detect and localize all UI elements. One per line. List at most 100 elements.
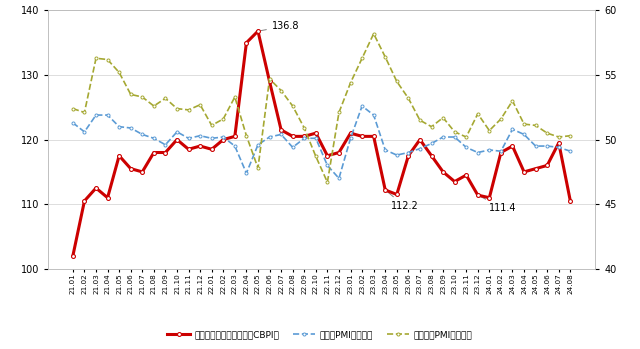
- Line: 中国大宗商品价格指数（CBPI）: 中国大宗商品价格指数（CBPI）: [71, 29, 572, 258]
- 中国大宗商品价格指数（CBPI）: [277, 128, 285, 132]
- 中国大宗商品价格指数（CBPI）: [347, 131, 355, 135]
- 制造业PMI（右轴）: [220, 135, 227, 139]
- 中国大宗商品价格指数（CBPI）: [243, 40, 250, 45]
- 制造业PMI（右轴）: [300, 136, 308, 140]
- 制造业PMI（右轴）: [312, 136, 319, 140]
- 中国大宗商品价格指数（CBPI）: [104, 195, 111, 200]
- 中国大宗商品价格指数（CBPI）: [127, 166, 134, 171]
- 制造业PMI（右轴）: [520, 132, 528, 136]
- 制造业PMI（右轴）: [196, 134, 204, 138]
- 制造业PMI（右轴）: [335, 176, 343, 180]
- 中国大宗商品价格指数（CBPI）: [462, 173, 470, 177]
- Line: 制造业PMI（右轴）: 制造业PMI（右轴）: [71, 104, 572, 180]
- 非制造业PMI（右轴）: [196, 103, 204, 107]
- 中国大宗商品价格指数（CBPI）: [324, 154, 332, 158]
- 中国大宗商品价格指数（CBPI）: [486, 195, 493, 200]
- 制造业PMI（右轴）: [231, 144, 239, 148]
- 非制造业PMI（右轴）: [381, 55, 389, 59]
- 非制造业PMI（右轴）: [81, 110, 88, 114]
- 非制造业PMI（右轴）: [208, 123, 216, 127]
- 中国大宗商品价格指数（CBPI）: [115, 154, 123, 158]
- 制造业PMI（右轴）: [451, 135, 458, 139]
- 制造业PMI（右轴）: [161, 143, 169, 147]
- 中国大宗商品价格指数（CBPI）: [81, 199, 88, 203]
- 中国大宗商品价格指数（CBPI）: [150, 150, 157, 155]
- 中国大宗商品价格指数（CBPI）: [404, 154, 412, 158]
- 非制造业PMI（右轴）: [416, 118, 424, 122]
- 制造业PMI（右轴）: [497, 149, 505, 153]
- 中国大宗商品价格指数（CBPI）: [92, 186, 100, 190]
- 非制造业PMI（右轴）: [243, 134, 250, 138]
- 制造业PMI（右轴）: [509, 127, 516, 131]
- 中国大宗商品价格指数（CBPI）: [289, 134, 296, 139]
- 制造业PMI（右轴）: [486, 148, 493, 152]
- 制造业PMI（右轴）: [277, 132, 285, 136]
- 制造业PMI（右轴）: [358, 104, 366, 108]
- 中国大宗商品价格指数（CBPI）: [543, 163, 551, 168]
- 中国大宗商品价格指数（CBPI）: [300, 134, 308, 139]
- 制造业PMI（右轴）: [532, 144, 540, 148]
- 非制造业PMI（右轴）: [254, 166, 262, 170]
- 制造业PMI（右轴）: [115, 125, 123, 129]
- 中国大宗商品价格指数（CBPI）: [428, 154, 435, 158]
- 中国大宗商品价格指数（CBPI）: [520, 170, 528, 174]
- 非制造业PMI（右轴）: [127, 92, 134, 96]
- 非制造业PMI（右轴）: [104, 58, 111, 62]
- 非制造业PMI（右轴）: [486, 128, 493, 133]
- 中国大宗商品价格指数（CBPI）: [254, 29, 262, 33]
- 中国大宗商品价格指数（CBPI）: [451, 179, 458, 184]
- 制造业PMI（右轴）: [185, 136, 193, 140]
- 非制造业PMI（右轴）: [462, 135, 470, 139]
- 非制造业PMI（右轴）: [138, 95, 146, 99]
- 中国大宗商品价格指数（CBPI）: [532, 166, 540, 171]
- 非制造业PMI（右轴）: [324, 180, 332, 184]
- 制造业PMI（右轴）: [289, 145, 296, 149]
- 非制造业PMI（右轴）: [69, 106, 77, 111]
- 中国大宗商品价格指数（CBPI）: [312, 131, 319, 135]
- 制造业PMI（右轴）: [69, 121, 77, 125]
- 中国大宗商品价格指数（CBPI）: [474, 193, 482, 197]
- 非制造业PMI（右轴）: [428, 125, 435, 129]
- 制造业PMI（右轴）: [254, 143, 262, 147]
- 制造业PMI（右轴）: [127, 126, 134, 130]
- 非制造业PMI（右轴）: [115, 70, 123, 75]
- 非制造业PMI（右轴）: [393, 79, 401, 83]
- Text: 111.4: 111.4: [480, 196, 517, 213]
- 中国大宗商品价格指数（CBPI）: [370, 134, 378, 139]
- 中国大宗商品价格指数（CBPI）: [185, 147, 193, 151]
- 制造业PMI（右轴）: [566, 149, 574, 153]
- 制造业PMI（右轴）: [462, 145, 470, 149]
- 非制造业PMI（右轴）: [566, 134, 574, 138]
- 制造业PMI（右轴）: [208, 136, 216, 140]
- 中国大宗商品价格指数（CBPI）: [173, 138, 181, 142]
- 非制造业PMI（右轴）: [439, 116, 447, 120]
- 制造业PMI（右轴）: [370, 113, 378, 117]
- 非制造业PMI（右轴）: [220, 117, 227, 121]
- 中国大宗商品价格指数（CBPI）: [497, 150, 505, 155]
- 制造业PMI（右轴）: [555, 145, 563, 149]
- 中国大宗商品价格指数（CBPI）: [196, 144, 204, 148]
- 制造业PMI（右轴）: [324, 163, 332, 168]
- 非制造业PMI（右轴）: [277, 88, 285, 92]
- 非制造业PMI（右轴）: [347, 81, 355, 85]
- 制造业PMI（右轴）: [150, 136, 157, 140]
- 中国大宗商品价格指数（CBPI）: [381, 188, 389, 192]
- Line: 非制造业PMI（右轴）: 非制造业PMI（右轴）: [71, 32, 572, 184]
- 制造业PMI（右轴）: [474, 150, 482, 155]
- 非制造业PMI（右轴）: [335, 110, 343, 114]
- 非制造业PMI（右轴）: [474, 112, 482, 116]
- Legend: 中国大宗商品价格指数（CBPI）, 制造业PMI（右轴）, 非制造业PMI（右轴）: 中国大宗商品价格指数（CBPI）, 制造业PMI（右轴）, 非制造业PMI（右轴…: [164, 327, 476, 343]
- 非制造业PMI（右轴）: [161, 96, 169, 101]
- 非制造业PMI（右轴）: [150, 104, 157, 108]
- 制造业PMI（右轴）: [439, 135, 447, 139]
- 非制造业PMI（右轴）: [266, 77, 273, 81]
- 中国大宗商品价格指数（CBPI）: [138, 170, 146, 174]
- 非制造业PMI（右轴）: [497, 117, 505, 121]
- 非制造业PMI（右轴）: [370, 32, 378, 36]
- 中国大宗商品价格指数（CBPI）: [335, 150, 343, 155]
- 非制造业PMI（右轴）: [289, 104, 296, 108]
- 非制造业PMI（右轴）: [543, 131, 551, 135]
- Text: 112.2: 112.2: [387, 192, 419, 211]
- 制造业PMI（右轴）: [416, 147, 424, 151]
- 非制造业PMI（右轴）: [404, 96, 412, 101]
